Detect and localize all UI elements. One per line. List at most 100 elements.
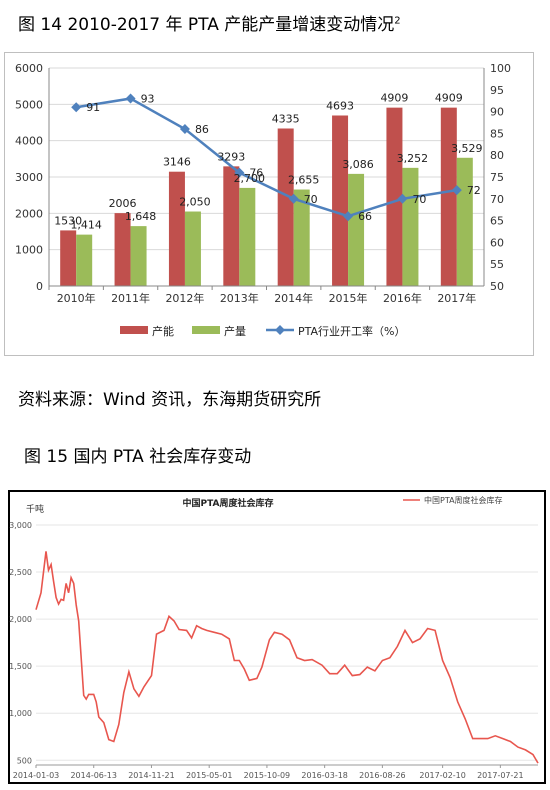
chart2-x-tick: 2014-06-13 xyxy=(70,771,117,780)
utilization-line xyxy=(75,97,458,218)
chart2-legend-label: 中国PTA周度社会库存 xyxy=(424,495,503,505)
chart1-x-tick: 2011年 xyxy=(111,291,150,305)
capacity-data-label: 3293 xyxy=(217,150,245,163)
output-data-label: 3,086 xyxy=(342,158,374,171)
chart2-x-tick: 2014-01-03 xyxy=(13,771,60,780)
inventory-chart: 3,000 2,500 2,000 1,500 1,000 500 2014-01-03 20… xyxy=(8,490,546,784)
utilization-point xyxy=(71,102,82,113)
capacity-data-label: 4693 xyxy=(326,99,354,112)
capacity-data-label: 2006 xyxy=(109,197,137,210)
legend-output-swatch xyxy=(192,326,220,334)
footnote-mark: 2 xyxy=(394,15,401,27)
chart1-x-tick: 2013年 xyxy=(220,291,259,305)
output-data-label: 1,414 xyxy=(70,219,102,232)
utilization-data-label: 76 xyxy=(249,167,263,180)
chart1-y-tick: 6000 xyxy=(15,62,43,75)
utilization-point xyxy=(125,93,136,104)
capacity-bar xyxy=(440,107,457,286)
legend-capacity-swatch xyxy=(120,326,148,334)
chart1-y2-tick: 75 xyxy=(490,171,504,184)
capacity-bar xyxy=(114,213,131,286)
chart2-x-tick: 2017-07-21 xyxy=(477,771,524,780)
chart2-y-unit: 千吨 xyxy=(26,503,44,515)
chart1-x-tick: 2015年 xyxy=(329,291,368,305)
chart1-x-tick: 2017年 xyxy=(437,291,476,305)
output-bar xyxy=(293,189,310,286)
chart1-y2-tick: 50 xyxy=(490,280,504,293)
chart1-x-tick: 2016年 xyxy=(383,291,422,305)
figure14-title-text: 图 14 2010-2017 年 PTA 产能产量增速变动情况 xyxy=(18,15,395,35)
chart2-y-tick: 3,000 xyxy=(9,521,32,530)
chart2-y-tick: 500 xyxy=(17,756,32,765)
capacity-bar xyxy=(332,115,349,286)
capacity-data-label: 3146 xyxy=(163,156,191,169)
chart1-y2-tick: 65 xyxy=(490,215,504,228)
chart1-y2-tick: 70 xyxy=(490,193,504,206)
chart1-y-tick: 4000 xyxy=(15,135,43,148)
output-data-label: 2,050 xyxy=(179,196,211,209)
output-bar xyxy=(402,167,419,286)
figure14-title: 图 14 2010-2017 年 PTA 产能产量增速变动情况2 xyxy=(18,10,401,35)
utilization-point xyxy=(451,185,462,196)
chart1-y-tick: 3000 xyxy=(15,171,43,184)
legend-output-label: 产量 xyxy=(224,324,246,338)
utilization-point xyxy=(397,193,408,204)
chart1-y2-tick: 85 xyxy=(490,127,504,140)
chart2-x-tick: 2015-05-01 xyxy=(186,771,233,780)
utilization-data-label: 70 xyxy=(304,193,318,206)
capacity-data-label: 1530 xyxy=(54,214,82,227)
chart2-y-tick: 1,000 xyxy=(9,709,32,718)
capacity-bar xyxy=(386,107,403,286)
chart2-frame xyxy=(8,490,546,784)
utilization-data-label: 70 xyxy=(412,193,426,206)
chart1-y2-tick: 60 xyxy=(490,236,504,249)
capacity-bar xyxy=(60,230,77,286)
chart1-x-tick: 2014年 xyxy=(274,291,313,305)
chart1-y-tick: 1000 xyxy=(15,244,43,257)
utilization-point xyxy=(234,167,245,178)
chart1-y2-tick: 100 xyxy=(490,62,511,75)
source-note: 资料来源：Wind 资讯，东海期货研究所 xyxy=(18,390,322,410)
chart2-x-tick: 2015-10-09 xyxy=(244,771,291,780)
chart1-y2-tick: 95 xyxy=(490,84,504,97)
chart1-x-tick: 2012年 xyxy=(165,291,204,305)
chart1-y2-tick: 90 xyxy=(490,106,504,119)
legend-capacity-label: 产能 xyxy=(152,324,174,338)
chart1-y-tick: 5000 xyxy=(15,98,43,111)
chart1-legend: 产能 产量 PTA行业开工率（%） xyxy=(120,324,405,338)
output-data-label: 2,655 xyxy=(288,174,320,187)
output-bar xyxy=(456,157,473,286)
chart2-x-tick: 2016-03-18 xyxy=(301,771,348,780)
capacity-output-chart: 0 1000 2000 3000 4000 5000 6000 50 55 60 65 70 75 80 8… xyxy=(4,52,534,356)
chart2-x-tick: 2014-11-21 xyxy=(128,771,175,780)
chart2-x-tick: 2017-02-10 xyxy=(419,771,466,780)
utilization-data-label: 66 xyxy=(358,210,372,223)
output-data-label: 3,529 xyxy=(451,142,483,155)
utilization-data-label: 93 xyxy=(141,93,155,106)
figure15-title: 图 15 国内 PTA 社会库存变动 xyxy=(24,447,252,467)
output-bar xyxy=(130,226,147,286)
utilization-data-label: 86 xyxy=(195,123,209,136)
output-bar xyxy=(184,211,201,286)
chart2-y-tick: 1,500 xyxy=(9,662,32,671)
chart2-x-tick: 2016-08-26 xyxy=(359,771,406,780)
capacity-bar xyxy=(277,128,294,286)
legend-utilization-marker xyxy=(275,325,285,335)
utilization-data-label: 72 xyxy=(467,184,481,197)
chart1-y2-tick: 55 xyxy=(490,258,504,271)
output-data-label: 1,648 xyxy=(125,210,157,223)
utilization-point xyxy=(288,193,299,204)
chart2-y-tick: 2,500 xyxy=(9,568,32,577)
output-bar xyxy=(348,173,365,286)
chart1-y2-tick: 80 xyxy=(490,149,504,162)
chart1-y-tick: 2000 xyxy=(15,207,43,220)
legend-utilization-label: PTA行业开工率（%） xyxy=(298,324,405,338)
capacity-data-label: 4909 xyxy=(380,92,408,105)
inventory-line xyxy=(35,551,539,764)
utilization-data-label: 91 xyxy=(86,101,100,114)
capacity-data-label: 4335 xyxy=(272,112,300,125)
output-bar xyxy=(239,187,256,286)
output-data-label: 3,252 xyxy=(397,152,429,165)
capacity-bar xyxy=(168,171,185,286)
chart2-y-tick: 2,000 xyxy=(9,615,32,624)
